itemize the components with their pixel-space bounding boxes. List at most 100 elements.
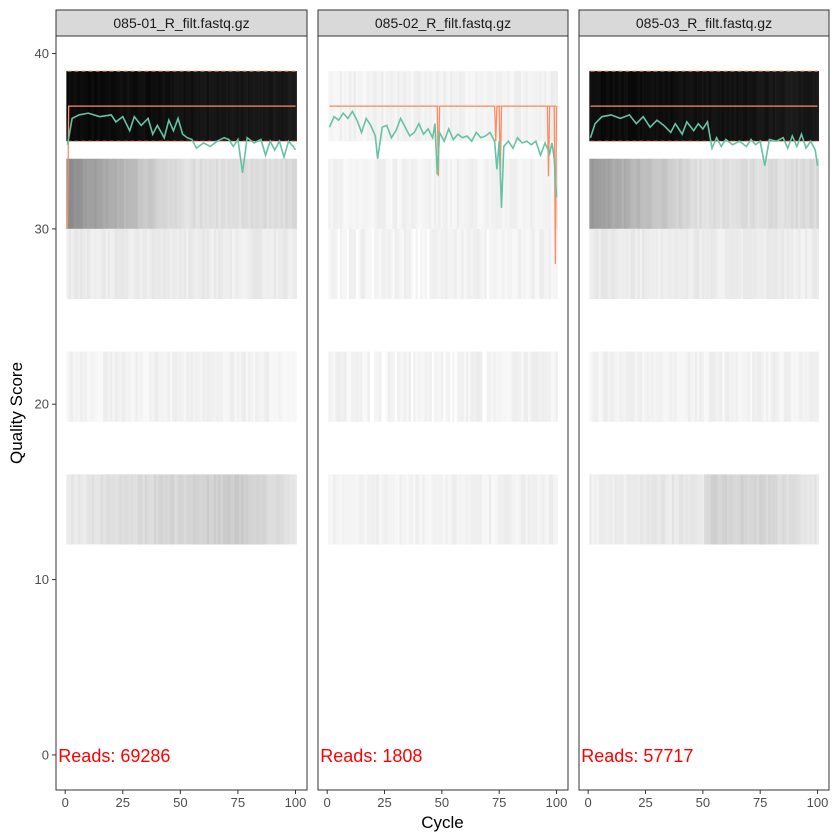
panel-border [578,35,830,791]
heatmap-cell [724,351,728,422]
heatmap-cell [137,351,141,422]
heatmap-cell [123,351,127,422]
heatmap-cell [445,158,448,229]
heatmap-cell [110,474,113,545]
heatmap-cell [747,228,751,300]
heatmap-cell [807,351,810,422]
heatmap-cell [475,474,478,545]
heatmap-cell [747,158,751,229]
heatmap-cell [809,474,813,545]
heatmap-cell [690,158,693,229]
heatmap-cell [717,351,721,422]
heatmap-cell [275,474,279,545]
heatmap-cell [816,351,819,422]
heatmap-cell [550,228,554,300]
heatmap-cell [756,351,760,422]
heatmap-cell [165,158,168,229]
heatmap-cell [500,474,503,545]
heatmap-cell [619,158,622,229]
heatmap-cell [202,474,205,545]
heatmap-cell [523,351,526,422]
heatmap-cell [603,228,606,300]
heatmap-cell [167,158,171,229]
heatmap-cell [232,228,235,300]
y-axis-title: Quality Score [7,362,26,464]
heatmap-cell [399,474,403,545]
heatmap-cell [146,158,150,229]
heatmap-cell [511,351,515,422]
heatmap-cell [328,351,331,422]
heatmap-cell [722,158,725,229]
heatmap-cell [424,351,428,422]
heatmap-cell [550,351,554,422]
heatmap-cell [699,351,702,422]
heatmap-cell [550,158,554,229]
heatmap-cell [252,228,256,300]
heatmap-cell [239,474,242,545]
heatmap-cell [690,351,693,422]
x-tick-label: 25 [638,795,652,810]
heatmap-cell [781,474,785,545]
heatmap-cell [440,474,444,545]
heatmap-cell [287,474,291,545]
heatmap-cell [720,474,723,545]
heatmap-cell [248,228,251,300]
heatmap-cell [367,228,370,300]
heatmap-cell [257,158,261,229]
heatmap-cell [593,228,597,300]
heatmap-cell [259,228,263,300]
heatmap-cell [642,474,645,545]
heatmap-cell [273,474,277,545]
heatmap-cell [360,351,364,422]
heatmap-cell [408,474,412,545]
heatmap-cell [514,228,517,300]
heatmap-cell [406,351,409,422]
heatmap-cell [73,228,76,300]
heatmap-cell [123,474,127,545]
heatmap-cell [66,474,69,545]
heatmap-cell [222,228,226,300]
heatmap-cell [685,474,689,545]
heatmap-cell [525,158,529,229]
heatmap-cell [667,351,670,422]
mean-line [66,112,297,173]
heatmap-cell [149,474,152,545]
heatmap-cell [66,71,69,142]
heatmap-cell [167,228,171,300]
heatmap-cell [280,474,284,545]
heatmap-cell [665,228,668,300]
heatmap-cell [135,474,139,545]
heatmap-cell [642,228,645,300]
heatmap-cell [779,228,783,300]
heatmap-cell [156,228,159,300]
heatmap-cell [520,158,524,229]
heatmap-cell [509,228,513,300]
heatmap-cell [107,351,111,422]
heatmap-cell [463,228,467,300]
heatmap-cell [488,474,492,545]
heatmap-cell [84,158,88,229]
heatmap-cell [749,158,753,229]
heatmap-cell [275,228,279,300]
heatmap-cell [759,228,762,300]
heatmap-cell [683,474,686,545]
heatmap-cell [596,474,599,545]
heatmap-cell [163,228,166,300]
heatmap-cell [211,158,215,229]
heatmap-cell [470,228,474,300]
heatmap-cell [73,474,76,545]
heatmap-cell [197,351,201,422]
heatmap-cell [114,351,118,422]
heatmap-cell [271,474,274,545]
heatmap-cell [222,158,226,229]
heatmap-cell [465,158,469,229]
heatmap-cell [546,351,549,422]
heatmap-cell [429,158,432,229]
heatmap-cell [160,228,164,300]
heatmap-cell [814,158,817,229]
heatmap-cell [292,474,295,545]
heatmap-cell [282,474,286,545]
heatmap-cell [717,228,721,300]
heatmap-cell [724,158,728,229]
heatmap-cell [706,351,709,422]
